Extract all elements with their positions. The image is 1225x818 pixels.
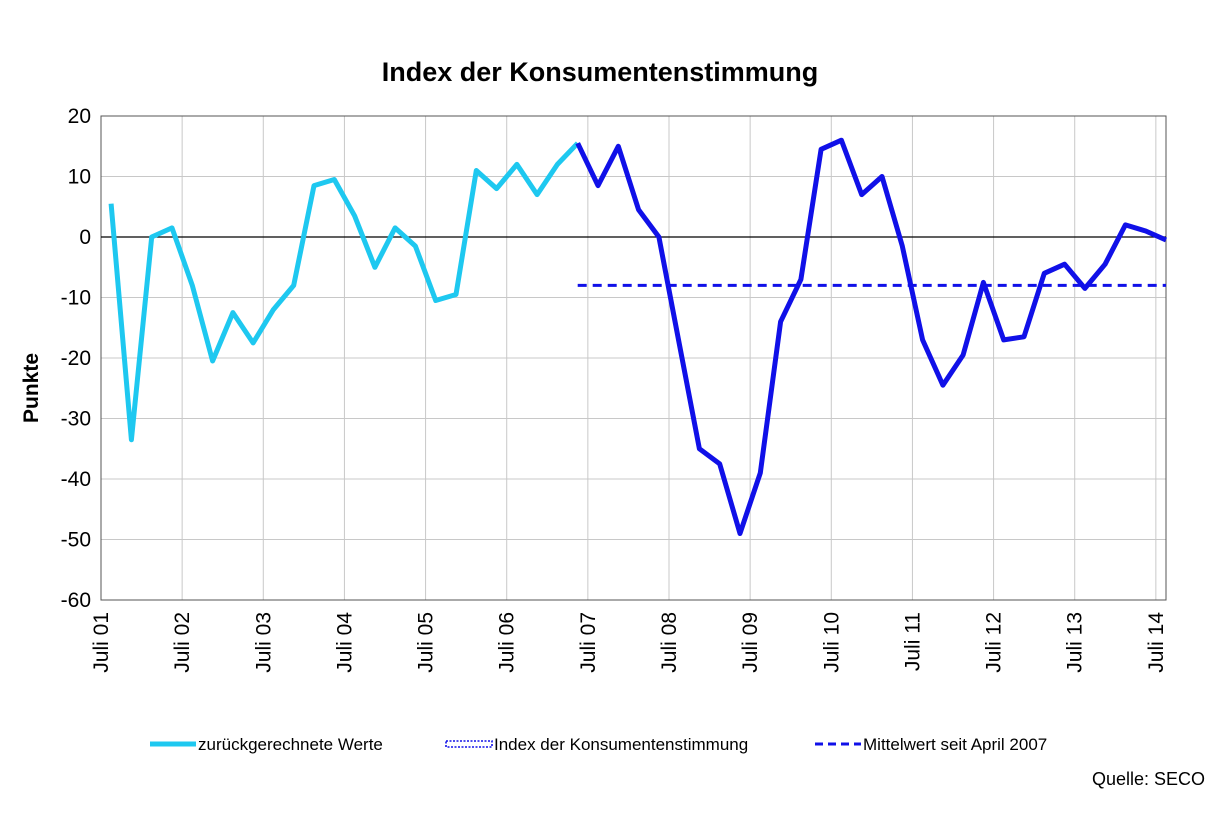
y-tick-label: -60 bbox=[61, 589, 91, 612]
y-tick-label: -10 bbox=[61, 287, 91, 310]
y-axis-ticks: 20 10 0 -10 -20 -30 -40 -50 -60 bbox=[61, 105, 91, 612]
series-lines bbox=[108, 137, 1168, 536]
series-line-1 bbox=[575, 137, 1168, 536]
legend-label-0: zurückgerechnete Werte bbox=[198, 735, 383, 754]
y-tick-label: -50 bbox=[61, 529, 91, 552]
x-tick-label: Juli 03 bbox=[252, 612, 275, 673]
legend-label-2: Mittelwert seit April 2007 bbox=[863, 735, 1047, 754]
x-tick-label: Juli 07 bbox=[577, 612, 600, 673]
y-tick-label: 10 bbox=[68, 166, 91, 189]
y-tick-label: 0 bbox=[79, 226, 91, 249]
x-tick-label: Juli 02 bbox=[171, 612, 194, 673]
x-tick-label: Juli 08 bbox=[658, 612, 681, 673]
x-tick-label: Juli 09 bbox=[739, 612, 762, 673]
series-line-0 bbox=[108, 141, 580, 443]
x-tick-label: Juli 12 bbox=[983, 612, 1006, 673]
x-tick-label: Juli 04 bbox=[333, 612, 356, 673]
chart-title: Index der Konsumentenstimmung bbox=[382, 57, 819, 87]
y-tick-label: -30 bbox=[61, 408, 91, 431]
y-tick-label: -40 bbox=[61, 468, 91, 491]
x-tick-label: Juli 01 bbox=[90, 612, 113, 673]
grid bbox=[100, 115, 1166, 601]
legend: zurückgerechnete Werte Index der Konsumen… bbox=[150, 735, 1047, 754]
x-tick-label: Juli 05 bbox=[415, 612, 438, 673]
legend-label-1: Index der Konsumentenstimmung bbox=[494, 735, 748, 754]
x-tick-label: Juli 13 bbox=[1064, 612, 1087, 673]
legend-swatch-1 bbox=[445, 740, 493, 748]
source-note: Quelle: SECO bbox=[1092, 769, 1205, 789]
x-axis-ticks: Juli 01 Juli 02 Juli 03 Juli 04 Juli 05 Juli … bbox=[90, 612, 1168, 673]
x-tick-label: Juli 06 bbox=[496, 612, 519, 673]
plot-area bbox=[100, 115, 1167, 601]
y-tick-label: -20 bbox=[61, 347, 91, 370]
x-tick-label: Juli 14 bbox=[1145, 612, 1168, 673]
y-axis-label: Punkte bbox=[20, 353, 43, 423]
y-tick-label: 20 bbox=[68, 105, 91, 128]
x-tick-label: Juli 10 bbox=[820, 612, 843, 673]
x-tick-label: Juli 11 bbox=[901, 612, 924, 671]
